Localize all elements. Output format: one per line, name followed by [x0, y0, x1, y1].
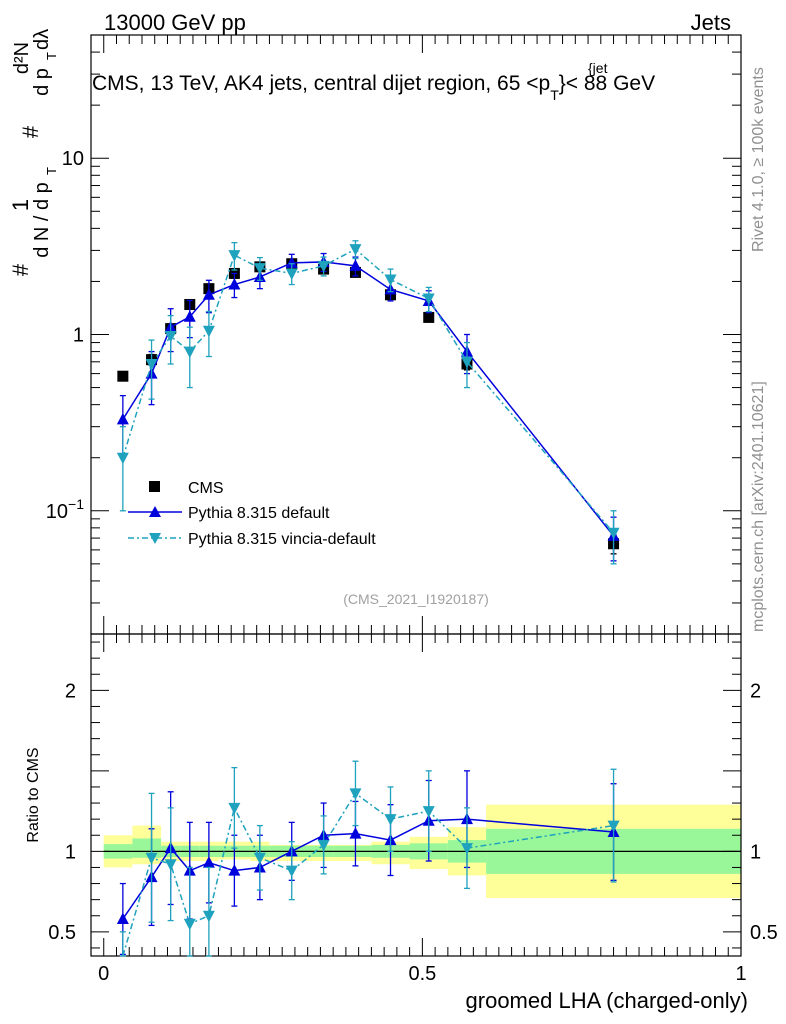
- ratio-ytick-label-2: 2: [65, 680, 76, 702]
- side-label-bottom: mcplots.cern.ch [arXiv:2401.10621]: [750, 381, 767, 632]
- main-ytick-label-0: 10−1: [46, 496, 84, 523]
- svg-text:1: 1: [8, 199, 33, 211]
- header-right: Jets: [691, 10, 731, 35]
- title-tail: }< 88 GeV: [559, 72, 655, 95]
- series-vincia-point-0: [116, 452, 129, 465]
- series-default-point-7: [285, 256, 298, 268]
- series-vincia-point-9: [349, 244, 362, 256]
- series-vincia-point-2: [164, 331, 177, 343]
- ratio-vincia-point-5: [228, 802, 241, 815]
- legend-default-label: Pythia 8.315 default: [188, 505, 330, 522]
- ratio-vincia-point-13: [607, 820, 620, 833]
- legend-default-marker: [149, 506, 161, 517]
- svg-text:d N / d p: d N / d p: [31, 182, 53, 258]
- ratio-default-point-9: [349, 827, 362, 839]
- series-vincia-point-3: [183, 346, 196, 359]
- ratio-vincia-point-4: [202, 910, 215, 923]
- legend-vincia-label: Pythia 8.315 vincia-default: [188, 531, 376, 548]
- ratio-vincia-point-9: [349, 788, 362, 800]
- chart-title: CMS, 13 TeV, AK4 jets, central dijet reg…: [92, 72, 655, 103]
- series-vincia-point-11: [422, 293, 435, 306]
- ratio-vincia-point-3: [183, 918, 196, 931]
- xtick-label-1: 0.5: [408, 963, 436, 985]
- ratio-vincia-point-10: [384, 814, 397, 826]
- series-default-point-9: [349, 259, 362, 271]
- legend-vincia-marker: [149, 533, 161, 544]
- xtick-label-2: 1: [735, 963, 746, 985]
- series-vincia-point-1: [145, 359, 158, 371]
- header-left: 13000 GeV pp: [104, 10, 246, 35]
- legend: CMS Pythia 8.315 default Pythia 8.315 vi…: [128, 480, 376, 548]
- analysis-id: (CMS_2021_I1920187): [343, 591, 489, 607]
- svg-text:d p: d p: [31, 68, 53, 96]
- xlabel: groomed LHA (charged-only): [466, 988, 748, 1013]
- main-ytick-label-2: 10: [62, 148, 84, 170]
- ratio-default-point-4: [202, 856, 215, 868]
- ratio-vincia-point-7: [285, 865, 298, 878]
- svg-text:d²N: d²N: [11, 42, 33, 74]
- ratio-vincia-point-2: [164, 859, 177, 871]
- series-vincia-point-5: [228, 250, 241, 262]
- ratio-vincia-point-8: [317, 839, 330, 852]
- series-vincia-point-13: [607, 527, 620, 540]
- series-vincia-point-12: [460, 356, 473, 369]
- series-default-line: [122, 261, 615, 537]
- ratio-ytick-label-right-0: 0.5: [750, 922, 778, 944]
- series-default-point-5: [228, 278, 241, 290]
- legend-cms-marker: [149, 481, 160, 492]
- ratio-ytick-label-1: 1: [65, 841, 76, 863]
- svg-text:#: #: [18, 125, 43, 138]
- ratio-default-point-0: [116, 912, 129, 924]
- ratio-default-point-5: [228, 864, 241, 876]
- series-vincia-point-6: [253, 263, 266, 275]
- side-label-top: Rivet 4.1.0, ≥ 100k events: [750, 67, 767, 252]
- legend-cms-label: CMS: [188, 480, 224, 497]
- ratio-ytick-label-0: 0.5: [48, 922, 76, 944]
- ratio-vincia-point-11: [422, 806, 435, 818]
- svg-text:T: T: [44, 52, 59, 60]
- svg-text:T: T: [44, 167, 59, 175]
- series-default-point-3: [183, 310, 196, 322]
- ratio-vincia-point-6: [253, 852, 266, 865]
- ratio-vincia-point-12: [460, 843, 473, 855]
- series-default-point-4: [202, 288, 215, 300]
- title-sub: T: [550, 87, 559, 103]
- main-ytick-label-1: 1: [73, 325, 84, 347]
- title-superscript: {jet: [588, 60, 608, 76]
- ratio-frame: [90, 633, 742, 957]
- series-vincia-point-7: [285, 268, 298, 280]
- main-panel: 10−1 1 10: [46, 34, 742, 635]
- series-default-point-0: [116, 412, 129, 425]
- xtick-label-0: 0: [98, 963, 109, 985]
- svg-text:#: #: [8, 263, 33, 276]
- main-ylabel: # 1 d N / d p T # d²N d p T dλ: [8, 29, 59, 276]
- ratio-panel: 0 0.5 10.5 0.51 12 2: [48, 633, 778, 985]
- ratio-vincia-line: [122, 792, 614, 957]
- ratio-ytick-label-right-1: 1: [750, 841, 761, 863]
- ratio-vincia-point-1: [145, 852, 158, 865]
- ratio-ytick-label-right-2: 2: [750, 680, 761, 702]
- series-cms-point-0: [117, 370, 129, 382]
- series-cms-point-11: [423, 311, 435, 323]
- series-vincia-line: [122, 248, 615, 534]
- ratio-ylabel: Ratio to CMS: [25, 747, 42, 842]
- series-vincia-point-10: [384, 274, 397, 287]
- series-vincia-point-4: [202, 325, 215, 338]
- svg-text:dλ: dλ: [31, 29, 53, 50]
- series-vincia-point-8: [317, 260, 330, 273]
